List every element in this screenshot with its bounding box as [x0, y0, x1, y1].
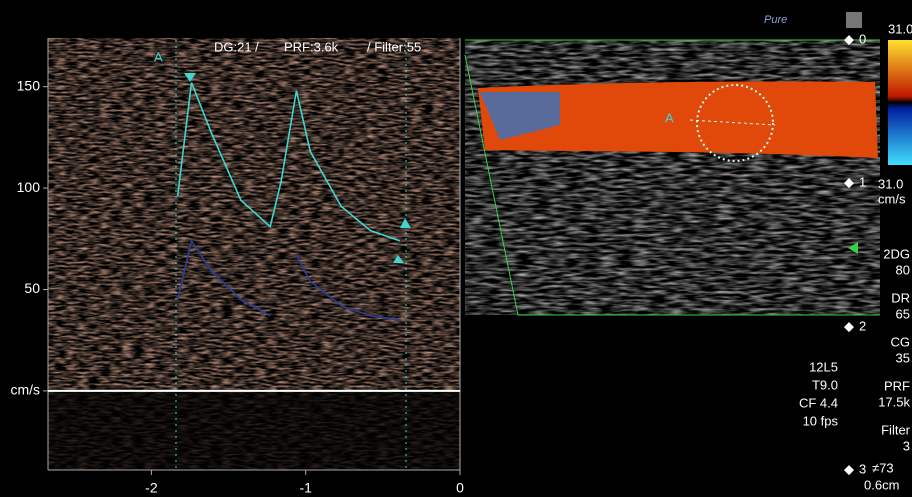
- depth-mark: 1: [859, 174, 866, 189]
- settings-text: / Filter:55: [367, 39, 421, 54]
- param: Filter: [881, 422, 911, 437]
- depth-dot: ◆: [844, 318, 854, 333]
- depth-dot: ◆: [844, 174, 854, 189]
- param: 65: [896, 306, 910, 321]
- scale-bottom: 31.0: [878, 176, 903, 191]
- depth-mark: 0: [859, 31, 866, 46]
- depth-mark: 3: [859, 461, 866, 476]
- probe-info: CF 4.4: [799, 395, 838, 410]
- settings-text: DG:21 /: [214, 39, 259, 54]
- scale-top: 31.0: [888, 21, 912, 36]
- param: 17.5k: [878, 394, 910, 409]
- spectrum-below-baseline: [48, 391, 460, 470]
- footer-info: ≠73: [872, 460, 894, 475]
- color-scale: [888, 40, 912, 165]
- probe-info: 10 fps: [803, 413, 839, 428]
- param: CG: [891, 334, 911, 349]
- param: 35: [896, 350, 910, 365]
- y-tick-label: 100: [17, 179, 41, 195]
- depth-dot: ◆: [844, 31, 854, 46]
- param: 3: [903, 438, 910, 453]
- scale-unit: cm/s: [878, 191, 906, 206]
- logo-icon: [846, 12, 862, 28]
- y-tick-label: 50: [24, 280, 40, 296]
- x-tick-label: -2: [145, 480, 158, 496]
- y-tick-label: cm/s: [10, 382, 40, 398]
- param: 2DG: [883, 246, 910, 261]
- bmode-image: [465, 40, 880, 315]
- gate-label: A: [665, 110, 674, 125]
- probe-info: T9.0: [812, 377, 838, 392]
- x-tick-label: 0: [456, 480, 464, 496]
- depth-mark: 2: [859, 318, 866, 333]
- x-tick-label: -1: [299, 480, 312, 496]
- ultrasound-screen: DG:21 / PRF:3.6k / Filter:55 A A 31.0 31…: [0, 0, 912, 497]
- depth-dot: ◆: [844, 461, 854, 476]
- cursor-label: A: [154, 49, 163, 64]
- settings-text: PRF:3.6k: [284, 39, 339, 54]
- y-tick-label: 150: [17, 77, 41, 93]
- probe-info: 12L5: [809, 359, 838, 374]
- param: DR: [891, 290, 910, 305]
- logo: Pure: [764, 14, 787, 26]
- param: PRF: [884, 378, 910, 393]
- footer-info: 0.6cm: [864, 477, 899, 492]
- param: 80: [896, 262, 910, 277]
